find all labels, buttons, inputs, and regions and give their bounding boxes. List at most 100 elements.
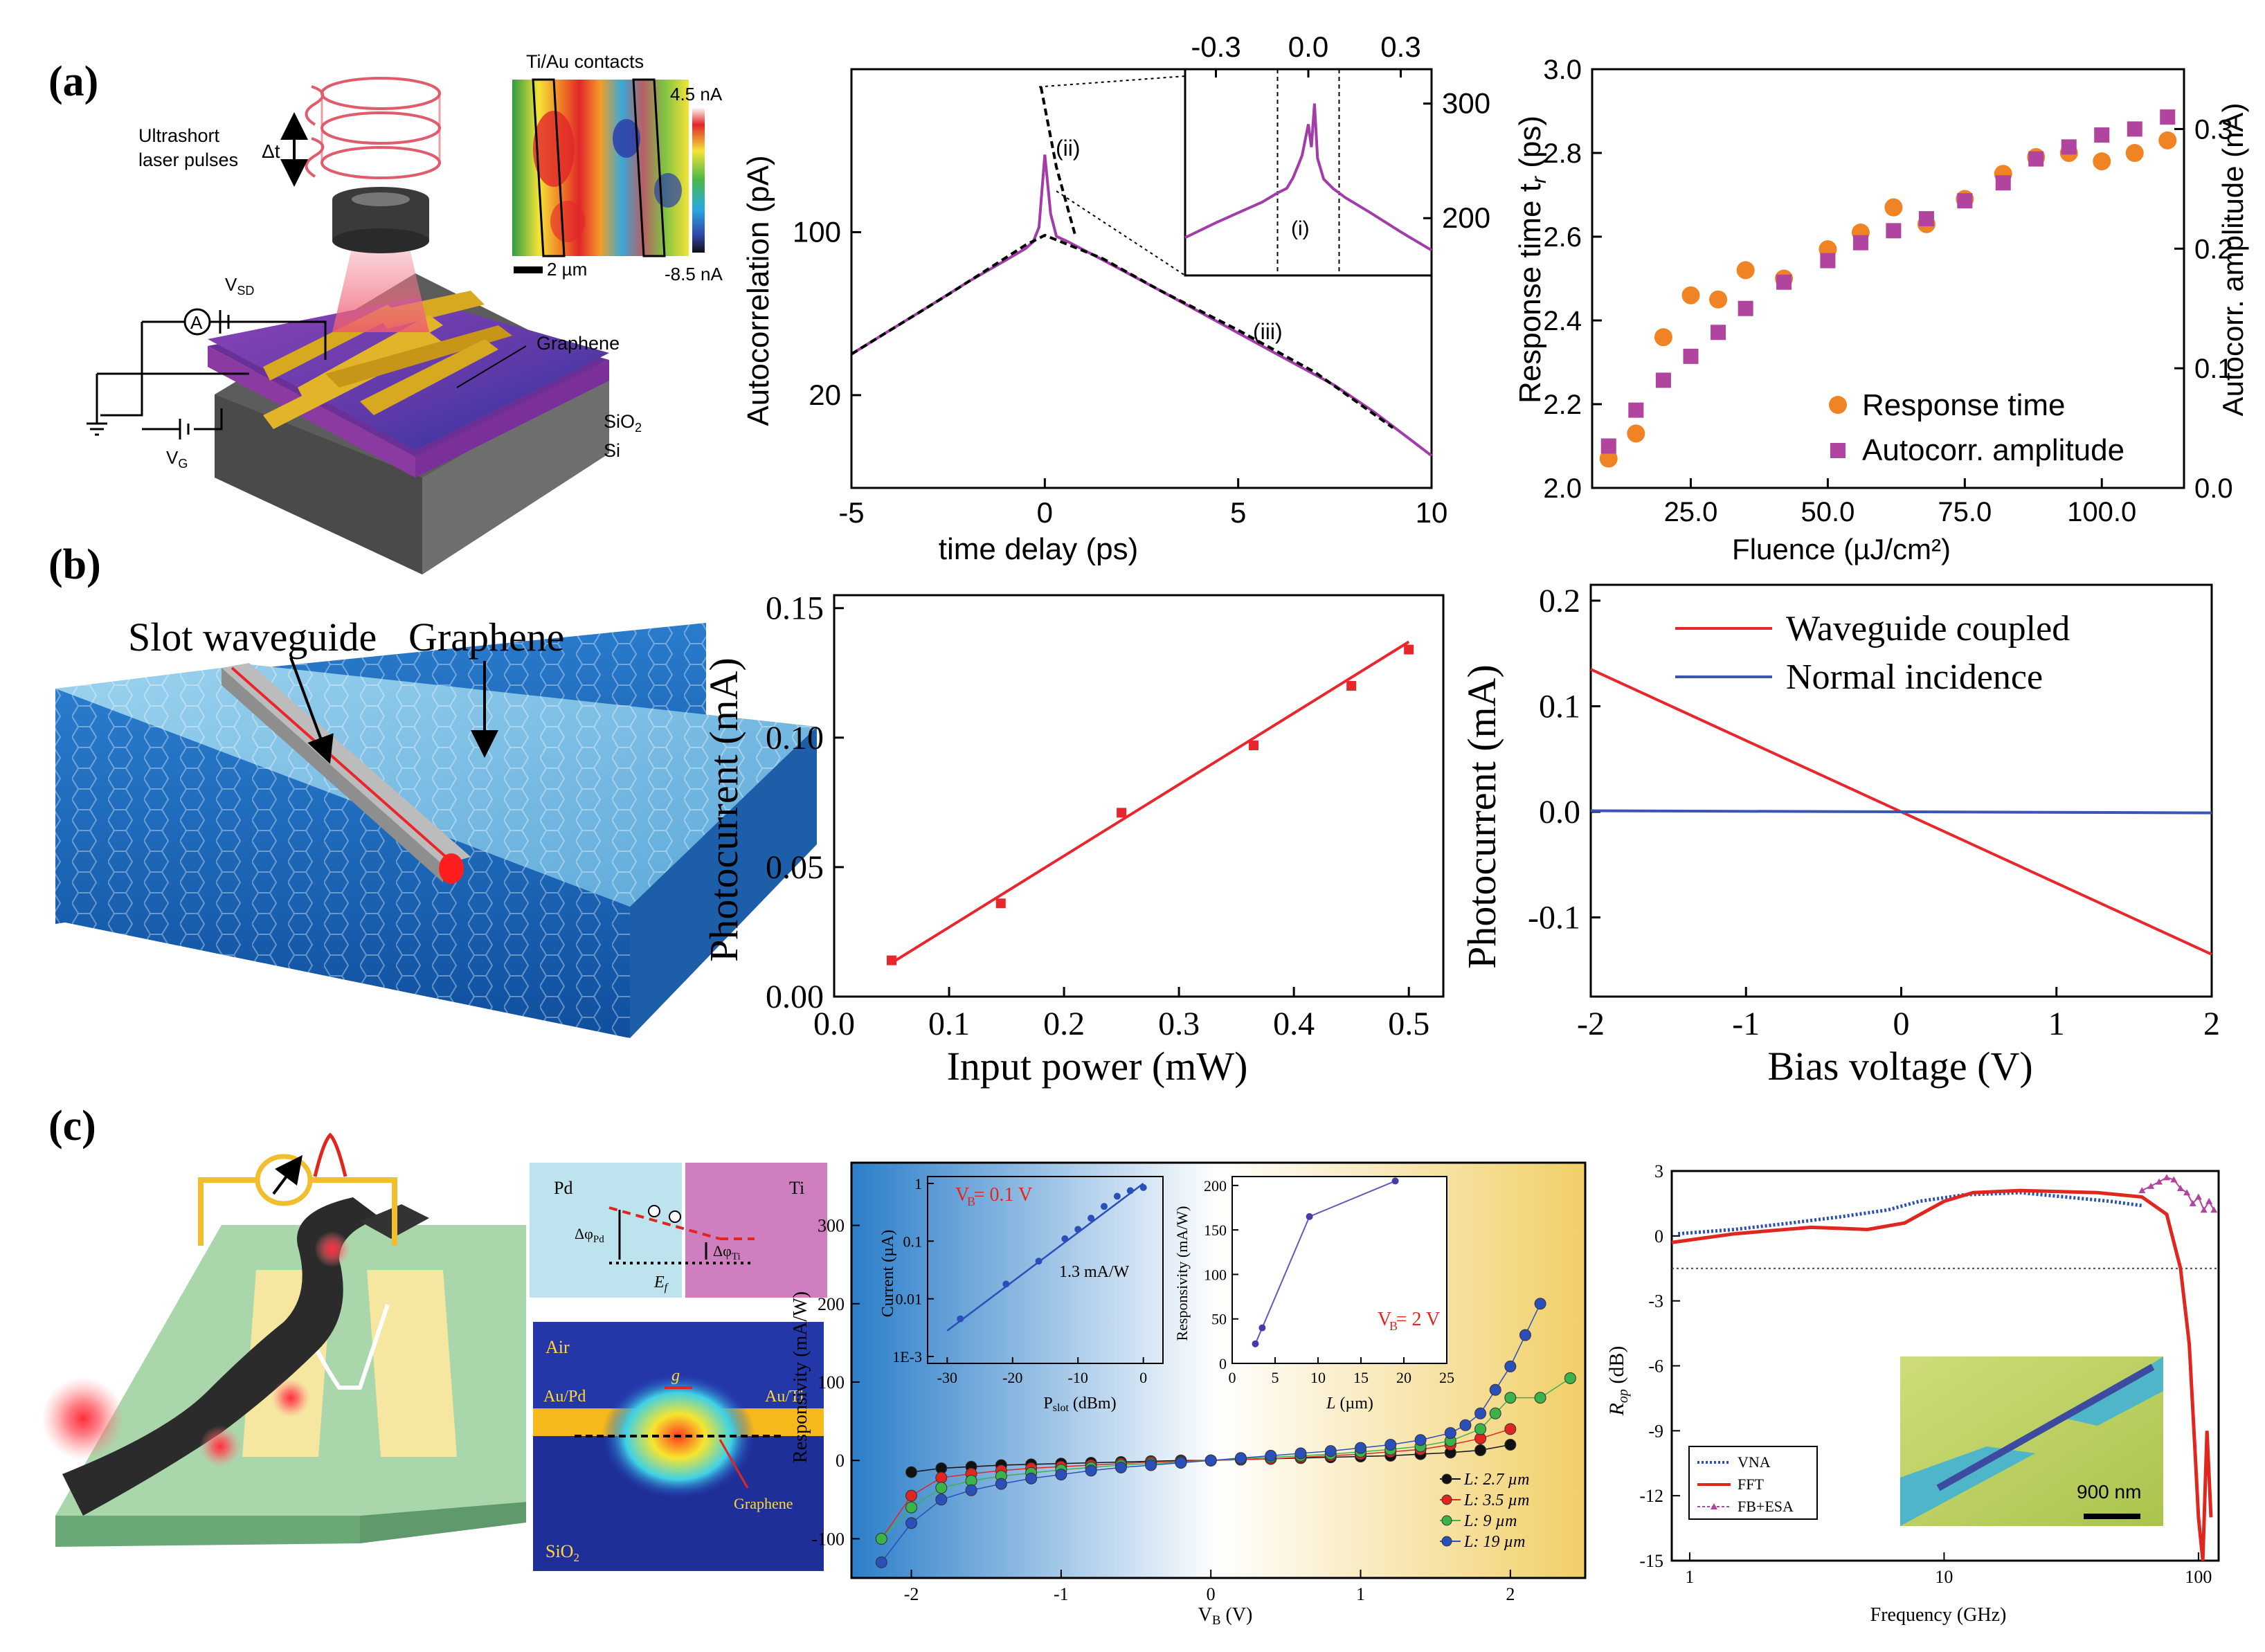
svg-text:Au/Pd: Au/Pd — [543, 1388, 586, 1406]
svg-text:laser pulses: laser pulses — [138, 149, 238, 170]
svg-text:ΔφPd: ΔφPd — [575, 1225, 604, 1245]
resp-inset1-point — [1101, 1203, 1108, 1210]
svg-text:A: A — [190, 312, 203, 333]
input-power-ytick-label: 0.05 — [766, 849, 824, 886]
fluence-point-amplitude — [2160, 109, 2176, 125]
autocorr-inset-ytick-label: 200 — [1442, 201, 1490, 234]
fluence-xtick-label: 25.0 — [1664, 497, 1718, 527]
resp-legend-marker-3 — [1441, 1536, 1452, 1547]
fluence-point-amplitude — [1628, 402, 1644, 418]
resp-inset2-xtick-label: 20 — [1396, 1369, 1411, 1386]
resp-legend-l27: L: 2.7 µm — [1463, 1471, 1530, 1489]
autocorr-xlabel: time delay (ps) — [939, 532, 1139, 566]
resp-point-3 — [935, 1494, 948, 1506]
resp-point-3 — [1055, 1469, 1067, 1481]
autocorr-zoom-line — [1056, 190, 1186, 276]
fluence-ytick-label: 2.2 — [1543, 390, 1582, 420]
freq-point-2 — [2155, 1178, 2163, 1185]
freq-ylabel: Rop (dB) — [1605, 1346, 1631, 1417]
c-sem-inset: 900 nm — [1900, 1356, 2163, 1526]
resp-inset1-point — [1061, 1235, 1069, 1242]
resp-inset1-point — [1139, 1183, 1147, 1191]
resp-point-3 — [1414, 1434, 1427, 1446]
resp-inset1-sub: B — [967, 1195, 975, 1208]
fluence-ytick-label: 2.0 — [1543, 473, 1582, 504]
bias-xlabel: Bias voltage (V) — [1767, 1044, 2032, 1089]
fluence-point-response — [1736, 261, 1755, 280]
resp-inset1-frame — [927, 1176, 1164, 1364]
svg-text:SiO2: SiO2 — [545, 1541, 579, 1564]
resp-point-3 — [1384, 1439, 1397, 1451]
c-mode-profile: Air Au/Pd Au/Ti g Graphene SiO2 — [533, 1322, 824, 1571]
resp-point-3 — [1115, 1461, 1127, 1473]
resp-inset2-sub: B — [1389, 1319, 1398, 1333]
freq-point-2 — [2147, 1182, 2155, 1189]
resp-point-3 — [1489, 1383, 1501, 1396]
resp-inset1-xlabel: Pslot (dBm) — [1043, 1395, 1116, 1414]
bias-legend-waveguide: Waveguide coupled — [1786, 609, 2070, 648]
resp-ytick-label: -100 — [811, 1529, 845, 1549]
input-power-ytick-label: 0.10 — [766, 720, 824, 756]
resp-inset2-point — [1306, 1213, 1313, 1220]
bias-xtick-label: -1 — [1732, 1006, 1760, 1042]
resp-ytick-label: 300 — [818, 1216, 845, 1236]
freq-ytick-label: 0 — [1654, 1226, 1663, 1246]
autocorr-zoom-line — [1038, 75, 1186, 88]
fluence-point-amplitude — [2028, 151, 2044, 167]
freq-point-2 — [2183, 1189, 2191, 1196]
svg-text:2 µm: 2 µm — [547, 259, 587, 280]
freq-point-2 — [2170, 1176, 2178, 1183]
resp-point-1 — [935, 1471, 948, 1484]
freq-xtick-label: 1 — [1685, 1567, 1694, 1587]
fluence-point-amplitude — [1655, 372, 1671, 388]
resp-inset2-xlabel: L (µm) — [1326, 1395, 1373, 1413]
resp-xtick-label: 2 — [1506, 1584, 1515, 1604]
autocorr-inset-ytick-label: 300 — [1442, 87, 1490, 120]
freq-point-2 — [2176, 1185, 2184, 1192]
resp-inset1-point — [957, 1315, 964, 1323]
autocorr-frame — [850, 68, 1433, 489]
bias-xtick-label: -2 — [1577, 1006, 1605, 1042]
fluence-point-amplitude — [2127, 121, 2142, 137]
input-power-point — [995, 898, 1006, 909]
resp-inset1-slope: 1.3 mA/W — [1059, 1263, 1130, 1281]
input-power-xtick-label: 0.5 — [1388, 1006, 1429, 1042]
freq-point-2 — [2200, 1206, 2208, 1213]
fluence-y2tick-label: 0.0 — [2194, 473, 2233, 504]
fluence-ytick-label: 3.0 — [1543, 55, 1582, 85]
resp-inset1-ytick-label: 1E-3 — [892, 1348, 922, 1365]
resp-xtick-label: -1 — [1054, 1584, 1069, 1604]
fluence-frame — [1591, 68, 2185, 489]
resp-point-2 — [1504, 1392, 1517, 1404]
resp-inset1-ytick-label: 1 — [914, 1175, 922, 1192]
resp-point-3 — [1025, 1472, 1038, 1485]
resp-point-2 — [905, 1501, 918, 1514]
input-power-xtick-label: 0.3 — [1158, 1006, 1200, 1042]
autocorr-series-1 — [850, 233, 1394, 429]
resp-point-3 — [1474, 1407, 1487, 1419]
fluence-ytick-label: 2.6 — [1543, 222, 1582, 253]
svg-text:ΔφTi: ΔφTi — [713, 1242, 741, 1262]
panel-label-b: (b) — [48, 541, 101, 588]
svg-text:4.5 nA: 4.5 nA — [670, 84, 723, 105]
fluence-y2tick-label: 0.1 — [2194, 354, 2233, 384]
fluence-legend-amplitude: Autocorr. amplitude — [1862, 433, 2124, 467]
fluence-point-response — [1654, 328, 1672, 347]
svg-text:Graphene: Graphene — [734, 1495, 793, 1512]
resp-point-2 — [1474, 1423, 1487, 1435]
freq-legend-fbesa: FB+ESA — [1738, 1498, 1794, 1515]
freq-ytick-label: 3 — [1654, 1161, 1663, 1181]
resp-inset2-ytick-label: 0 — [1219, 1355, 1227, 1372]
resp-legend-marker-2 — [1441, 1515, 1452, 1526]
resp-inset2-point — [1258, 1324, 1266, 1332]
resp-inset2-point — [1391, 1177, 1399, 1185]
input-power-xtick-label: 0.1 — [928, 1006, 970, 1042]
resp-point-3 — [1294, 1447, 1307, 1460]
fluence-xlabel: Fluence (µJ/cm²) — [1732, 533, 1951, 565]
resp-inset1-point — [1088, 1215, 1095, 1222]
resp-point-3 — [905, 1517, 918, 1530]
input-power-ytick-label: 0.00 — [766, 979, 824, 1015]
fluence-xtick-label: 50.0 — [1801, 497, 1855, 527]
resp-point-2 — [1534, 1392, 1546, 1404]
